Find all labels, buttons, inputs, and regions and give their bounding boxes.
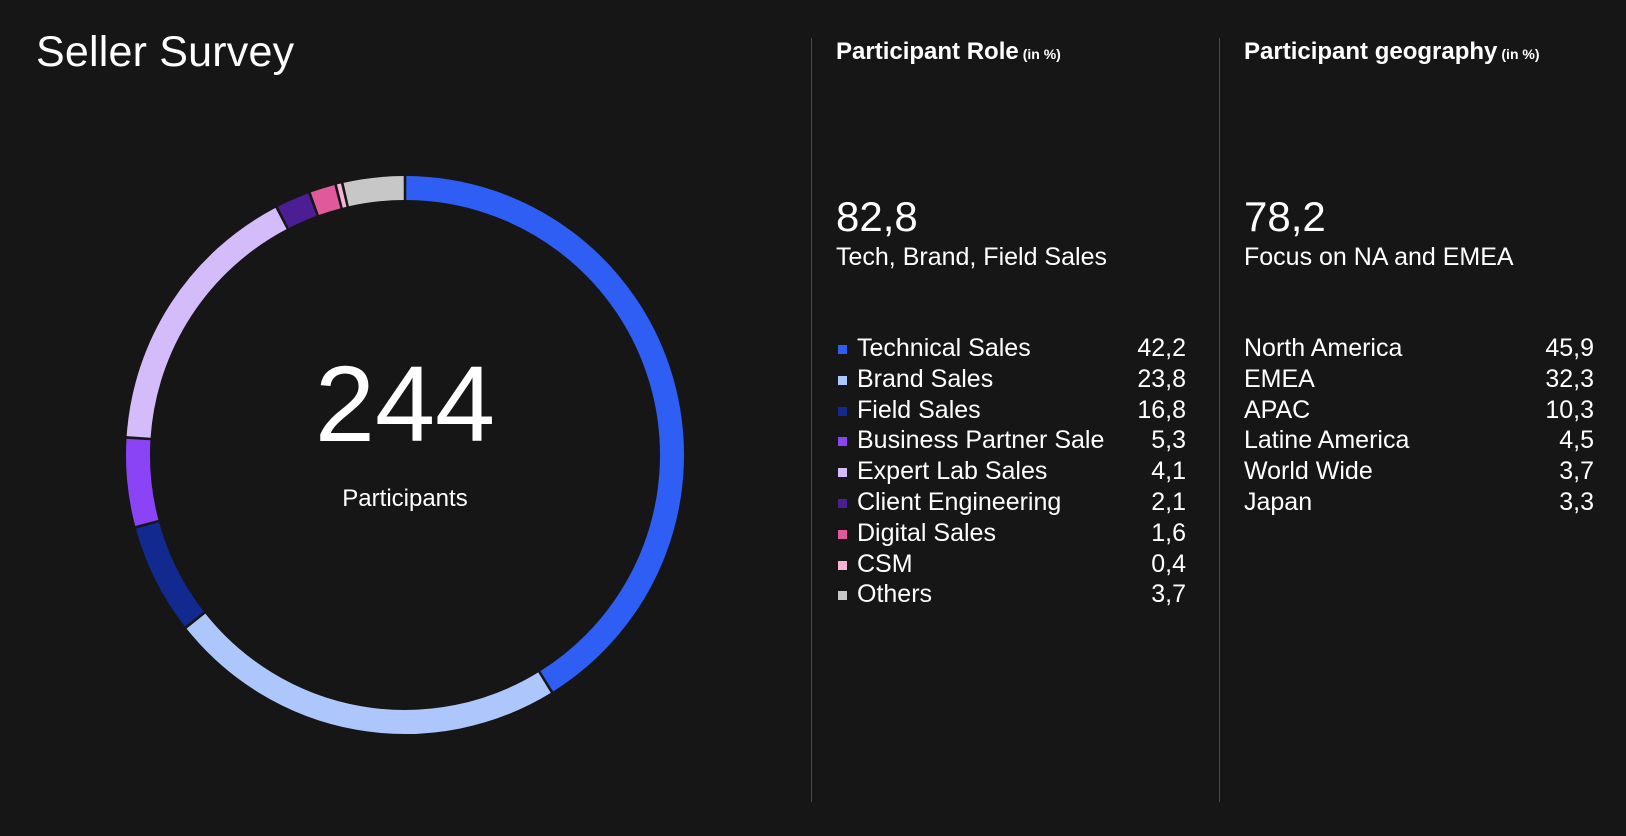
geo-panel: Participant geography (in %) 78,2 Focus o… [1244, 38, 1594, 798]
legend-value: 0,4 [1151, 549, 1186, 578]
legend-label: Business Partner Sale [857, 426, 1105, 455]
donut-segment-others [343, 176, 404, 207]
legend-value: 23,8 [1137, 364, 1186, 393]
legend-label: Field Sales [857, 395, 981, 424]
donut-segment-brand-sales [186, 613, 551, 734]
legend-label: CSM [857, 549, 913, 578]
geo-value: 3,3 [1559, 487, 1594, 516]
legend-item-others: Others 3,7 [836, 579, 1186, 610]
donut-segment-client-engineering [277, 193, 317, 229]
role-heading-unit: (in %) [1022, 46, 1061, 62]
legend-item-expert-lab-sales: Expert Lab Sales 4,1 [836, 456, 1186, 487]
geo-kpi-caption: Focus on NA and EMEA [1244, 243, 1514, 271]
page-title: Seller Survey [36, 28, 295, 76]
legend-value: 3,7 [1151, 580, 1186, 609]
legend-label: Technical Sales [857, 334, 1031, 362]
geo-value: 4,5 [1559, 426, 1594, 455]
legend-item-business-partner-sale: Business Partner Sale 5,3 [836, 425, 1186, 456]
role-kpi-value: 82,8 [836, 193, 918, 240]
geo-label: EMEA [1244, 364, 1315, 393]
geo-label: World Wide [1244, 457, 1373, 486]
legend-value: 42,2 [1137, 334, 1186, 362]
geo-row-japan: Japan 3,3 [1244, 487, 1594, 518]
donut-svg [126, 176, 684, 734]
geo-value: 32,3 [1545, 364, 1594, 393]
legend-item-client-engineering: Client Engineering 2,1 [836, 487, 1186, 518]
participants-count: 244 [314, 343, 496, 464]
role-legend: Technical Sales 42,2 Brand Sales 23,8 Field … [836, 333, 1186, 610]
legend-item-technical-sales: Technical Sales 42,2 [836, 333, 1186, 364]
geo-value: 3,7 [1559, 457, 1594, 486]
geo-heading-text: Participant geography [1244, 38, 1498, 65]
legend-swatch-icon [838, 406, 847, 416]
donut-segment-csm [336, 183, 347, 208]
legend-swatch-icon [838, 591, 847, 601]
donut-segment-digital-sales [310, 185, 341, 216]
geo-label: Japan [1244, 487, 1313, 516]
geo-label: North America [1244, 334, 1403, 362]
role-kpi-caption: Tech, Brand, Field Sales [836, 243, 1107, 271]
divider-right [1219, 38, 1220, 802]
legend-label: Client Engineering [857, 487, 1062, 516]
legend-swatch-icon [838, 345, 847, 354]
donut-segment-technical-sales [406, 176, 684, 692]
legend-item-field-sales: Field Sales 16,8 [836, 395, 1186, 426]
geo-kpi-value: 78,2 [1244, 193, 1326, 240]
legend-item-csm: CSM 0,4 [836, 549, 1186, 580]
role-heading-text: Participant Role [836, 38, 1019, 65]
donut-segment-field-sales [135, 522, 204, 627]
geo-row-world-wide: World Wide 3,7 [1244, 456, 1594, 487]
legend-value: 1,6 [1151, 518, 1186, 547]
geo-list: North America 45,9 EMEA 32,3 APAC 10,3 Latine … [1244, 333, 1594, 518]
donut-segment-business-partner-sale [126, 438, 159, 526]
geo-row-emea: EMEA 32,3 [1244, 364, 1594, 395]
legend-item-digital-sales: Digital Sales 1,6 [836, 518, 1186, 549]
legend-value: 5,3 [1151, 426, 1186, 455]
legend-swatch-icon [838, 529, 847, 539]
legend-item-brand-sales: Brand Sales 23,8 [836, 364, 1186, 395]
geo-row-apac: APAC 10,3 [1244, 395, 1594, 426]
geo-panel-heading: Participant geography (in %) [1244, 38, 1594, 66]
legend-label: Brand Sales [857, 364, 994, 393]
geo-value: 45,9 [1545, 334, 1594, 362]
geo-row-north-america: North America 45,9 [1244, 333, 1594, 364]
legend-swatch-icon [838, 437, 847, 447]
divider-left [811, 38, 812, 802]
geo-heading-unit: (in %) [1501, 46, 1540, 62]
geo-row-latine-america: Latine America 4,5 [1244, 425, 1594, 456]
legend-label: Others [857, 580, 933, 609]
legend-swatch-icon [838, 375, 847, 385]
donut-segment-expert-lab-sales [126, 207, 287, 438]
role-donut-chart: 244 Participants [120, 170, 690, 740]
geo-label: Latine America [1244, 426, 1410, 455]
legend-label: Expert Lab Sales [857, 457, 1048, 486]
legend-swatch-icon [838, 468, 847, 478]
legend-swatch-icon [838, 498, 847, 508]
geo-value: 10,3 [1545, 395, 1594, 424]
legend-swatch-icon [838, 560, 847, 570]
legend-value: 4,1 [1151, 457, 1186, 486]
legend-value: 2,1 [1151, 487, 1186, 516]
role-panel: Participant Role (in %) 82,8 Tech, Brand,… [836, 38, 1186, 798]
participants-label: Participants [342, 485, 468, 512]
legend-value: 16,8 [1137, 395, 1186, 424]
role-panel-heading: Participant Role (in %) [836, 38, 1186, 66]
legend-label: Digital Sales [857, 518, 996, 547]
geo-label: APAC [1244, 395, 1311, 424]
